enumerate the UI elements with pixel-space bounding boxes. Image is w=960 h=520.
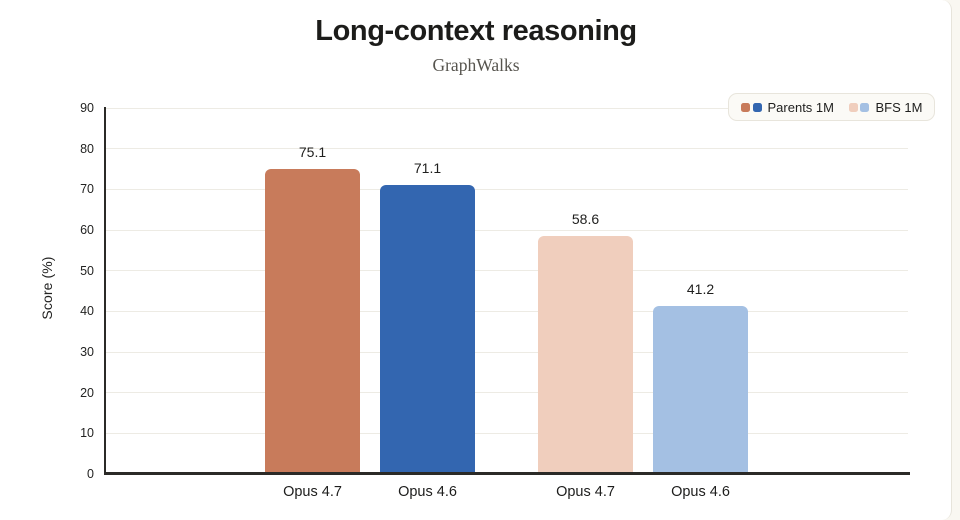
legend-swatch-parents-dark — [741, 102, 750, 112]
bar-value-label: 75.1 — [298, 143, 327, 160]
chart-subtitle: GraphWalks — [432, 55, 520, 75]
bar-value-label: 71.1 — [413, 159, 442, 176]
gridline — [106, 229, 908, 231]
y-axis-line — [104, 107, 106, 475]
gridline — [106, 392, 908, 394]
y-tick-label: 50 — [80, 263, 94, 278]
x-tick-label: Opus 4.6 — [398, 484, 457, 500]
x-tick-label: Opus 4.7 — [556, 484, 615, 500]
chart-title: Long-context reasoning — [315, 15, 637, 47]
bar-value-label: 41.2 — [686, 281, 715, 298]
gridline — [106, 270, 908, 272]
legend-swatch-bfs-peach — [848, 102, 858, 112]
gridline — [106, 432, 908, 434]
gridline — [106, 351, 908, 353]
bar — [538, 235, 633, 474]
y-tick-label: 60 — [80, 223, 94, 237]
x-axis-line — [104, 472, 910, 475]
gridline — [106, 107, 908, 109]
x-tick-label: Opus 4.7 — [283, 484, 342, 500]
legend-swatch-pair — [848, 102, 870, 112]
gridline — [106, 148, 908, 150]
legend: Parents 1M BFS 1M — [728, 93, 936, 121]
x-tick-label: Opus 4.6 — [671, 484, 730, 500]
y-axis-title: Score (%) — [39, 256, 55, 320]
gridline — [106, 310, 908, 312]
bar-value-label: 58.6 — [571, 210, 600, 227]
gridline — [106, 188, 908, 190]
y-tick-label: 90 — [80, 101, 94, 115]
legend-swatch-bfs-blue — [860, 102, 870, 112]
y-tick-label: 10 — [80, 426, 94, 441]
y-tick-label: 80 — [80, 141, 94, 156]
y-tick-label: 30 — [80, 345, 94, 359]
y-tick-label: 20 — [80, 385, 94, 400]
legend-item-bfs-1m[interactable]: BFS 1M — [848, 99, 923, 115]
bar — [380, 184, 475, 474]
y-tick-label: 70 — [80, 182, 94, 197]
y-tick-label: 0 — [87, 467, 94, 481]
legend-item-parents-1m[interactable]: Parents 1M — [741, 100, 834, 115]
legend-label-parents-1m: Parents 1M — [767, 99, 834, 115]
y-tick-label: 40 — [80, 304, 94, 319]
bar — [265, 168, 360, 474]
legend-swatch-pair — [741, 102, 762, 112]
bar — [653, 306, 748, 474]
legend-swatch-parents-blue — [752, 102, 762, 112]
legend-label-bfs-1m: BFS 1M — [875, 99, 923, 115]
